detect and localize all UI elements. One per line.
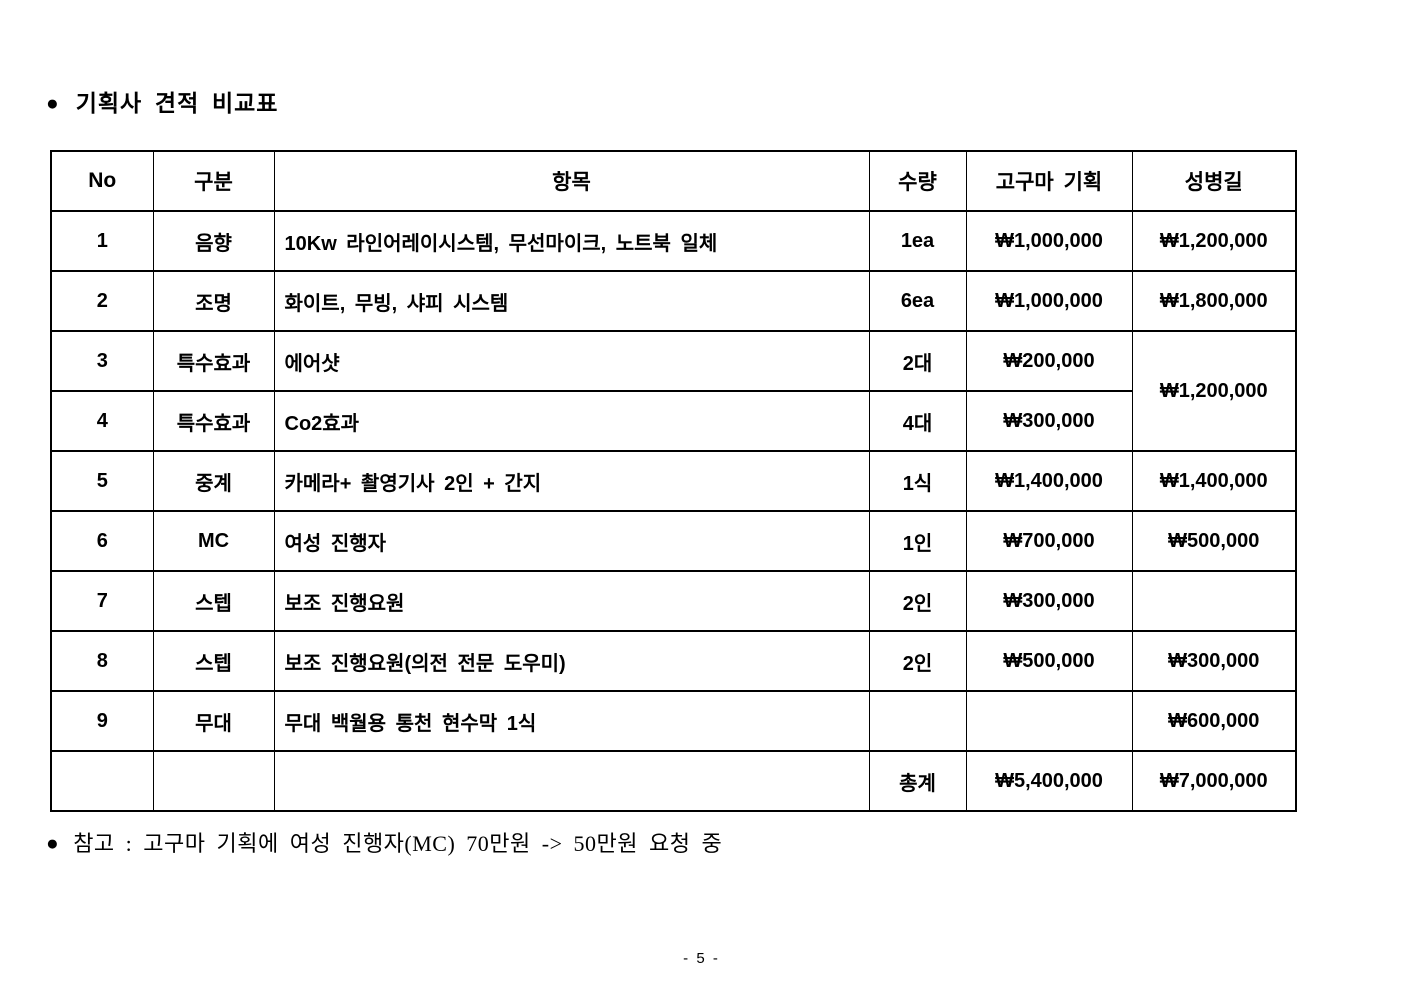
cell-no: 6 [50, 510, 154, 572]
table-row: 9 무대 무대 백월용 통천 현수막 1식 ₩600,000 [50, 690, 1297, 752]
cell-no-empty [50, 750, 154, 812]
cell-qty: 2대 [868, 330, 967, 392]
cell-vendor2-price-merged: ₩1,200,000 [1131, 330, 1297, 452]
cell-qty: 1식 [868, 450, 967, 512]
cell-qty [868, 690, 967, 752]
cell-category: 스텝 [152, 630, 275, 692]
note-bullet-icon: ● [46, 831, 60, 855]
cell-category: MC [152, 510, 275, 572]
cell-item: 무대 백월용 통천 현수막 1식 [273, 690, 870, 752]
cell-vendor1-price: ₩300,000 [965, 390, 1133, 452]
table-row: 8 스텝 보조 진행요원(의전 전문 도우미) 2인 ₩500,000 ₩300… [50, 630, 1297, 692]
total-vendor1: ₩5,400,000 [965, 750, 1133, 812]
table-row: 4 특수효과 Co2효과 4대 ₩300,000 [50, 390, 1296, 452]
cell-vendor1-price [965, 690, 1133, 752]
title-text: 기획사 견적 비교표 [75, 91, 279, 116]
cell-category: 무대 [152, 690, 275, 752]
table-row: 1 음향 10Kw 라인어레이시스템, 무선마이크, 노트북 일체 1ea ₩1… [50, 210, 1297, 272]
cell-item: 보조 진행요원(의전 전문 도우미) [273, 630, 870, 692]
cell-category-empty [152, 750, 275, 812]
document-title: ● 기획사 견적 비교표 [46, 84, 278, 118]
cell-vendor1-price: ₩200,000 [965, 330, 1133, 392]
cell-no: 4 [50, 390, 154, 452]
cell-vendor2-price: ₩1,200,000 [1131, 210, 1297, 272]
note-text: 참고 : 고구마 기획에 여성 진행자(MC) 70만원 -> 50만원 요청 … [73, 831, 723, 856]
cell-qty: 2인 [868, 630, 967, 692]
cell-qty: 1인 [868, 510, 967, 572]
cell-qty: 4대 [868, 390, 967, 452]
cell-vendor2-price: ₩1,400,000 [1131, 450, 1297, 512]
header-qty: 수량 [868, 150, 967, 212]
cell-vendor1-price: ₩1,400,000 [965, 450, 1133, 512]
table-row: 5 중계 카메라+ 촬영기사 2인 + 간지 1식 ₩1,400,000 ₩1,… [50, 450, 1297, 512]
cell-item: 카메라+ 촬영기사 2인 + 간지 [273, 450, 870, 512]
cell-qty: 6ea [868, 270, 967, 332]
header-no: No [50, 150, 154, 212]
table-row: 7 스텝 보조 진행요원 2인 ₩300,000 [50, 570, 1297, 632]
document-note: ● 참고 : 고구마 기획에 여성 진행자(MC) 70만원 -> 50만원 요청… [46, 826, 722, 858]
header-vendor1: 고구마 기획 [965, 150, 1133, 212]
cell-category: 스텝 [152, 570, 275, 632]
cell-no: 1 [50, 210, 154, 272]
cell-vendor2-price: ₩500,000 [1131, 510, 1297, 572]
cell-item: 여성 진행자 [273, 510, 870, 572]
total-vendor2: ₩7,000,000 [1131, 750, 1297, 812]
cell-no: 7 [50, 570, 154, 632]
cell-no: 2 [50, 270, 154, 332]
cell-qty: 2인 [868, 570, 967, 632]
cell-category: 중계 [152, 450, 275, 512]
cell-item-empty [273, 750, 870, 812]
table-row: 2 조명 화이트, 무빙, 샤피 시스템 6ea ₩1,000,000 ₩1,8… [50, 270, 1297, 332]
title-bullet-icon: ● [46, 91, 60, 115]
cell-vendor1-price: ₩700,000 [965, 510, 1133, 572]
cell-no: 5 [50, 450, 154, 512]
cell-item: 보조 진행요원 [273, 570, 870, 632]
total-row: 총계 ₩5,400,000 ₩7,000,000 [50, 750, 1297, 812]
table-row: 6 MC 여성 진행자 1인 ₩700,000 ₩500,000 [50, 510, 1297, 572]
header-item: 항목 [273, 150, 870, 212]
cell-item: Co2효과 [273, 390, 870, 452]
cell-no: 8 [50, 630, 154, 692]
cell-no: 3 [50, 330, 154, 392]
cell-item: 화이트, 무빙, 샤피 시스템 [273, 270, 870, 332]
cell-category: 조명 [152, 270, 275, 332]
cell-vendor1-price: ₩1,000,000 [965, 210, 1133, 272]
page-number: - 5 - [683, 950, 720, 967]
cell-item: 10Kw 라인어레이시스템, 무선마이크, 노트북 일체 [273, 210, 870, 272]
cell-vendor1-price: ₩1,000,000 [965, 270, 1133, 332]
cell-qty: 1ea [868, 210, 967, 272]
cell-item: 에어샷 [273, 330, 870, 392]
cell-vendor2-price [1131, 570, 1297, 632]
cell-vendor1-price: ₩300,000 [965, 570, 1133, 632]
total-label: 총계 [868, 750, 967, 812]
cell-vendor1-price: ₩500,000 [965, 630, 1133, 692]
cell-category: 특수효과 [152, 390, 275, 452]
header-row: No 구분 항목 수량 고구마 기획 성병길 [50, 150, 1297, 212]
header-category: 구분 [152, 150, 275, 212]
header-vendor2: 성병길 [1131, 150, 1297, 212]
table-row: 3 특수효과 에어샷 2대 ₩200,000 ₩1,200,000 [50, 330, 1297, 452]
quote-comparison-table: No 구분 항목 수량 고구마 기획 성병길 1 음향 10Kw 라인어레이시스… [50, 150, 1297, 812]
cell-no: 9 [50, 690, 154, 752]
cell-vendor2-price: ₩600,000 [1131, 690, 1297, 752]
cell-vendor2-price: ₩300,000 [1131, 630, 1297, 692]
cell-category: 음향 [152, 210, 275, 272]
cell-category: 특수효과 [152, 330, 275, 392]
cell-vendor2-price: ₩1,800,000 [1131, 270, 1297, 332]
